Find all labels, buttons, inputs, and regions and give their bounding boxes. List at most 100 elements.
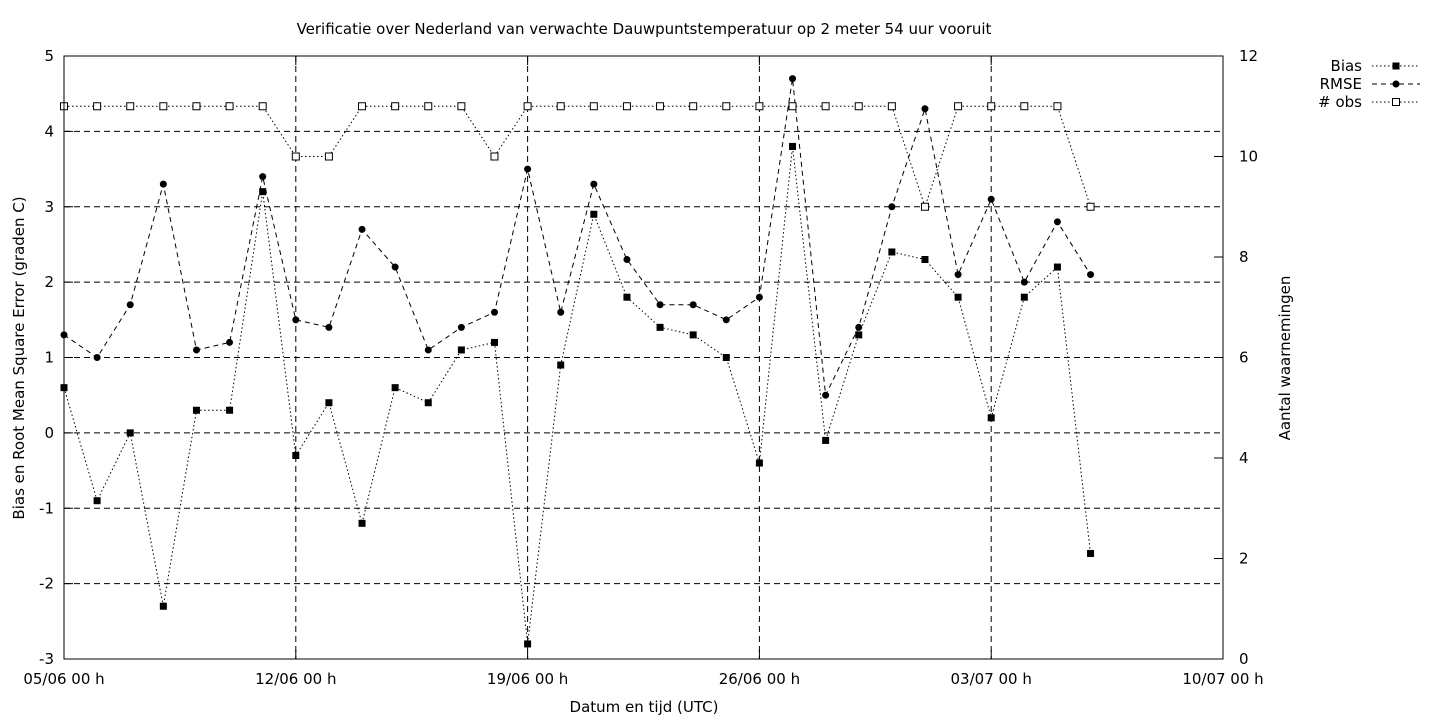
data-point-bias — [259, 188, 267, 196]
data-point-obs — [1086, 202, 1095, 211]
data-point-rmse — [358, 225, 366, 233]
data-point-obs — [490, 152, 499, 161]
data-point-obs — [1053, 102, 1062, 111]
data-point-obs — [523, 102, 532, 111]
series-line-rmse — [63, 78, 1091, 397]
data-point-rmse — [325, 323, 333, 331]
legend-marker — [1392, 80, 1400, 88]
data-point-bias — [192, 406, 200, 414]
data-point-obs — [920, 202, 929, 211]
data-point-rmse — [1087, 271, 1095, 279]
data-point-rmse — [192, 346, 200, 354]
data-point-rmse — [689, 301, 697, 309]
grid — [64, 56, 1223, 659]
y2-tick-label: 2 — [1239, 550, 1249, 568]
data-point-obs — [457, 102, 466, 111]
data-point-bias — [822, 436, 830, 444]
y2-tick-label: 10 — [1239, 148, 1258, 166]
x-tick-label: 10/07 00 h — [1182, 670, 1263, 688]
series-layer — [60, 75, 1095, 648]
data-point-obs — [391, 102, 400, 111]
data-point-rmse — [987, 195, 995, 203]
data-point-rmse — [292, 316, 300, 324]
x-tick-label: 26/06 00 h — [719, 670, 800, 688]
data-point-bias — [1053, 263, 1061, 271]
data-point-rmse — [159, 180, 167, 188]
series-rmse — [60, 75, 1095, 399]
data-point-bias — [855, 331, 863, 339]
y2-tick-label: 6 — [1239, 349, 1249, 367]
data-point-bias — [623, 293, 631, 301]
data-point-rmse — [126, 301, 134, 309]
data-point-bias — [325, 399, 333, 407]
data-point-rmse — [524, 165, 532, 173]
series-obs — [60, 102, 1095, 211]
data-point-bias — [888, 248, 896, 256]
data-point-bias — [1020, 293, 1028, 301]
legend-label: # obs — [1318, 93, 1362, 111]
y-tick-label: 2 — [44, 273, 54, 291]
data-point-bias — [524, 640, 532, 648]
data-point-obs — [225, 102, 234, 111]
data-point-bias — [656, 323, 664, 331]
data-point-rmse — [590, 180, 598, 188]
data-point-bias — [689, 331, 697, 339]
data-point-rmse — [391, 263, 399, 271]
data-point-obs — [358, 102, 367, 111]
y2-tick-label: 12 — [1239, 47, 1258, 65]
data-point-obs — [159, 102, 168, 111]
data-point-rmse — [259, 173, 267, 181]
data-point-obs — [854, 102, 863, 111]
data-point-rmse — [226, 338, 234, 346]
data-point-obs — [987, 102, 996, 111]
data-point-bias — [755, 459, 763, 467]
chart-title: Verificatie over Nederland van verwachte… — [297, 20, 992, 38]
data-point-obs — [192, 102, 201, 111]
data-point-rmse — [755, 293, 763, 301]
data-point-rmse — [1053, 218, 1061, 226]
legend-marker — [1392, 98, 1400, 106]
data-point-obs — [755, 102, 764, 111]
legend-item-rmse: RMSE — [1320, 75, 1420, 93]
data-point-bias — [457, 346, 465, 354]
data-point-obs — [324, 152, 333, 161]
data-point-rmse — [656, 301, 664, 309]
y2-tick-label: 0 — [1239, 650, 1249, 668]
y-tick-label: 5 — [44, 47, 54, 65]
y-tick-label: 3 — [44, 198, 54, 216]
data-point-rmse — [954, 271, 962, 279]
x-tick-label: 19/06 00 h — [487, 670, 568, 688]
data-point-bias — [358, 519, 366, 527]
data-point-obs — [788, 102, 797, 111]
y2-axis-label: Aantal waarnemingen — [1276, 276, 1294, 441]
data-point-bias — [159, 602, 167, 610]
data-point-bias — [93, 497, 101, 505]
data-point-rmse — [822, 391, 830, 399]
data-point-rmse — [623, 256, 631, 264]
data-point-bias — [292, 451, 300, 459]
series-bias — [60, 142, 1095, 648]
data-point-bias — [590, 210, 598, 218]
data-point-bias — [557, 361, 565, 369]
data-point-rmse — [1020, 278, 1028, 286]
data-point-bias — [490, 338, 498, 346]
data-point-obs — [424, 102, 433, 111]
y2-tick-label: 8 — [1239, 248, 1249, 266]
y-tick-label: 1 — [44, 349, 54, 367]
data-point-obs — [887, 102, 896, 111]
data-point-bias — [126, 429, 134, 437]
x-axis-label: Datum en tijd (UTC) — [570, 698, 719, 716]
data-point-bias — [424, 399, 432, 407]
data-point-obs — [258, 102, 267, 111]
x-tick-label: 05/06 00 h — [23, 670, 104, 688]
y-axis-label: Bias en Root Mean Square Error (graden C… — [10, 196, 28, 519]
legend-label: RMSE — [1320, 75, 1362, 93]
legend-item-bias: Bias — [1331, 57, 1420, 75]
data-point-rmse — [457, 323, 465, 331]
data-point-rmse — [424, 346, 432, 354]
data-point-bias — [722, 354, 730, 361]
data-point-bias — [1087, 549, 1095, 557]
data-point-rmse — [722, 316, 730, 324]
data-point-rmse — [888, 203, 896, 211]
